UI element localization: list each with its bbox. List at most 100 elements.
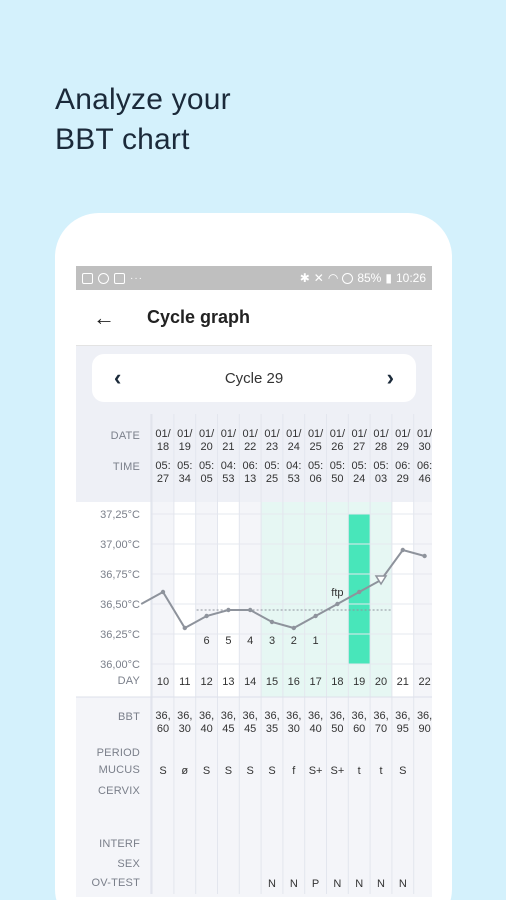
bbt-point — [291, 625, 296, 631]
ov-test-cell: N — [333, 878, 342, 890]
bbt-cell: 36, — [351, 710, 367, 722]
y-tick-label: 36,00°C — [100, 659, 140, 671]
column-shade — [195, 502, 218, 697]
y-tick-label: 37,25°C — [100, 509, 140, 521]
mute-icon: ✕ — [313, 271, 324, 285]
bbt-point — [160, 589, 166, 595]
app-bar: ← Cycle graph — [76, 290, 432, 346]
time-cell: 24 — [353, 473, 366, 485]
status-bar: ··· ✱ ✕ ◠ 85% ▮ 10:26 — [76, 266, 432, 290]
mucus-cell: S+ — [330, 765, 345, 777]
column-shade — [239, 502, 262, 697]
date-cell: 30 — [418, 441, 431, 453]
ov-test-cell: N — [398, 878, 407, 890]
back-arrow-icon[interactable]: ← — [93, 304, 115, 330]
time-cell: 34 — [178, 473, 191, 485]
bbt-point — [226, 607, 231, 613]
bbt-point — [422, 553, 427, 559]
label-column-chart — [76, 502, 151, 697]
bbt-cell: 40 — [200, 723, 213, 735]
bbt-cell: 36, — [416, 710, 432, 722]
date-cell: 20 — [200, 441, 213, 453]
date-row-label: DATE — [110, 430, 140, 442]
mucus-cell: ø — [181, 765, 189, 777]
gallery-icon — [82, 272, 93, 284]
time-cell: 05: — [373, 460, 389, 472]
day-cell: 14 — [244, 676, 257, 688]
time-cell: 29 — [396, 473, 409, 485]
time-cell: 53 — [222, 473, 235, 485]
day-cell: 19 — [353, 676, 366, 688]
column-shade — [152, 502, 174, 697]
mail-icon — [114, 272, 125, 284]
time-cell: 46 — [418, 473, 431, 485]
mucus-cell: S — [224, 765, 233, 777]
bbt-cell: 36, — [177, 710, 193, 722]
bbt-cell: 45 — [244, 723, 257, 735]
ov-test-cell: P — [311, 878, 320, 890]
bbt-cell: 36, — [264, 710, 280, 722]
day-cell: 21 — [396, 676, 409, 688]
bbt-chart: 37,25°C 37,00°C 36,75°C 36,50°C 36,25°C 36,00… — [76, 414, 432, 894]
app-screen: ··· ✱ ✕ ◠ 85% ▮ 10:26 ← Cycle graph ‹ Cy… — [76, 266, 432, 900]
bbt-cell: 36, — [155, 710, 171, 722]
next-cycle-chevron-icon[interactable]: › — [386, 365, 394, 390]
bbt-cell: 95 — [396, 723, 409, 735]
time-cell: 06: — [242, 460, 258, 472]
mucus-cell: t — [357, 765, 361, 777]
bbt-cell: 36, — [307, 710, 324, 722]
date-cell: 01/ — [198, 428, 215, 440]
ov-test-cell: N — [355, 878, 364, 890]
count-label: 3 — [269, 635, 275, 647]
mucus-cell: f — [292, 765, 296, 777]
header-background — [76, 414, 432, 502]
date-cell: 01/ — [264, 428, 280, 440]
sync-icon — [98, 272, 109, 284]
day-cell: 17 — [309, 676, 322, 688]
bbt-row-label: BBT — [118, 711, 140, 723]
wifi-icon: ◠ — [327, 271, 339, 285]
date-cell: 28 — [374, 441, 388, 453]
day-cell: 11 — [179, 676, 191, 688]
time-cell: 05: — [198, 460, 215, 472]
bluetooth-icon: ✱ — [299, 271, 310, 285]
time-cell: 05: — [177, 460, 193, 472]
time-cell: 06: — [395, 460, 411, 472]
battery-percent: 85% — [357, 271, 382, 285]
bbt-cell: 36, — [373, 710, 389, 722]
ftp-annotation: ftp — [331, 587, 343, 599]
time-cell: 04: — [286, 460, 302, 472]
date-cell: 01/ — [373, 428, 389, 440]
bbt-point — [335, 601, 340, 607]
date-cell: 21 — [222, 441, 235, 453]
mucus-cell: S+ — [308, 765, 323, 777]
time-cell: 05: — [155, 460, 171, 472]
bbt-cell: 60 — [353, 723, 366, 735]
bbt-point — [248, 607, 253, 613]
bbt-cell: 35 — [265, 723, 279, 735]
bbt-cell: 30 — [287, 723, 300, 735]
date-cell: 01/ — [307, 428, 324, 440]
y-tick-label: 37,00°C — [100, 539, 140, 551]
ov-test-cell: N — [268, 878, 276, 890]
time-cell: 13 — [244, 473, 257, 485]
count-label: 1 — [313, 635, 319, 647]
bbt-cell: 36, — [198, 710, 215, 722]
bbt-point — [182, 625, 187, 631]
headline: Analyze your BBT chart — [55, 80, 231, 160]
bbt-cell: 70 — [374, 723, 388, 735]
ov-test-cell: N — [377, 878, 385, 890]
date-cell: 19 — [178, 441, 191, 453]
status-time: 10:26 — [395, 271, 426, 285]
cervix-row-label: CERVIX — [98, 785, 140, 797]
date-cell: 24 — [287, 441, 300, 453]
date-cell: 01/ — [220, 428, 237, 440]
prev-cycle-chevron-icon[interactable]: ‹ — [114, 365, 122, 390]
dnd-icon — [342, 272, 354, 284]
day-cell: 15 — [265, 676, 279, 688]
date-cell: 01/ — [329, 428, 346, 440]
count-label: 4 — [247, 635, 253, 647]
time-cell: 05: — [351, 460, 367, 472]
battery-icon: ▮ — [385, 271, 392, 285]
bbt-point-triangle — [374, 575, 388, 586]
